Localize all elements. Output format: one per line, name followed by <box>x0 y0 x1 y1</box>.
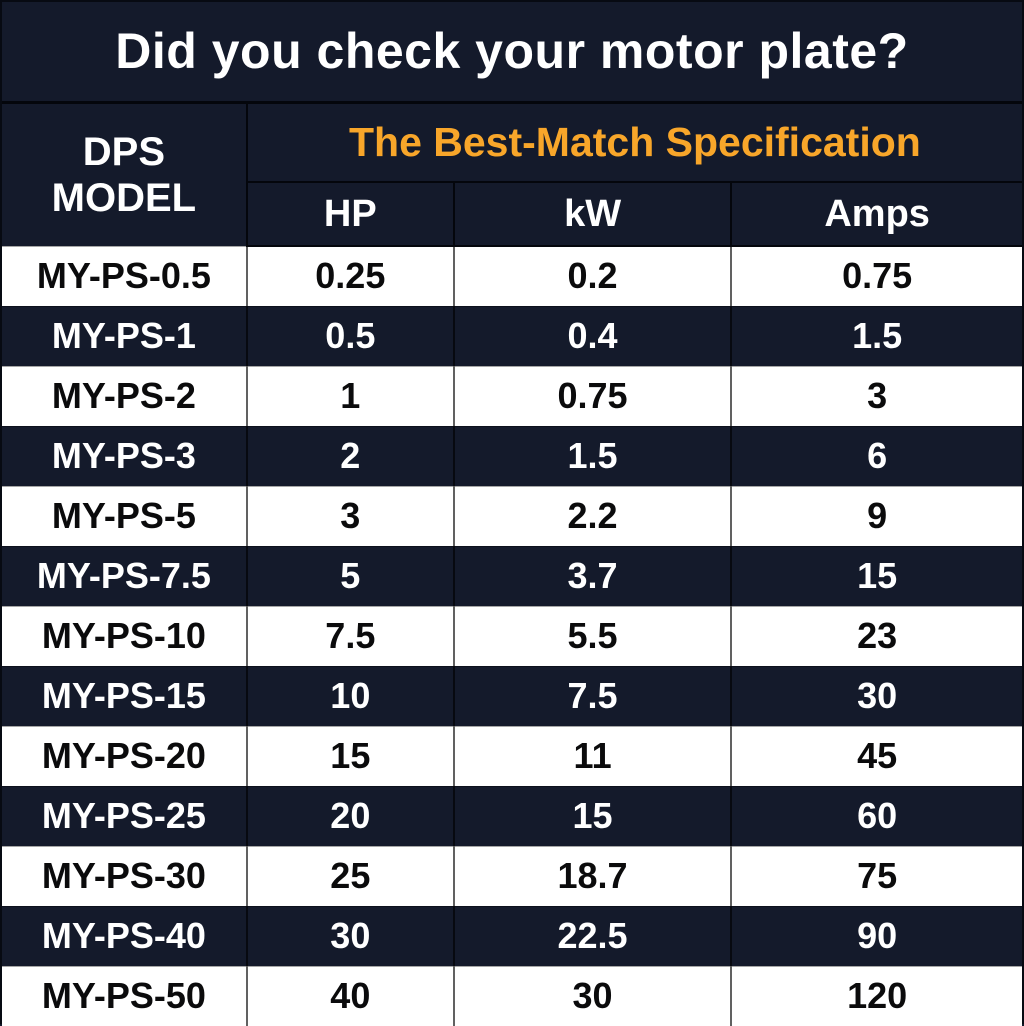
table-row: MY-PS-30 25 18.7 75 <box>2 845 1022 906</box>
kw-cell: 11 <box>452 725 732 786</box>
model-cell: MY-PS-20 <box>2 725 247 786</box>
kw-cell: 18.7 <box>452 845 732 906</box>
amps-cell: 75 <box>730 845 1022 906</box>
hp-cell: 5 <box>245 545 454 606</box>
group-header-best-match-specification: The Best-Match Specification <box>246 102 1022 183</box>
column-header-kw: kW <box>452 182 732 247</box>
hp-cell: 0.5 <box>245 305 454 366</box>
amps-cell: 120 <box>730 965 1022 1026</box>
kw-cell: 3.7 <box>452 545 732 606</box>
amps-cell: 23 <box>730 605 1022 666</box>
table-row: MY-PS-3 2 1.5 6 <box>2 425 1022 486</box>
column-header-amps: Amps <box>730 182 1022 247</box>
hp-cell: 1 <box>245 365 454 426</box>
amps-cell: 30 <box>730 665 1022 726</box>
amps-cell: 3 <box>730 365 1022 426</box>
table-row: MY-PS-1 0.5 0.4 1.5 <box>2 305 1022 366</box>
hp-cell: 3 <box>245 485 454 546</box>
model-cell: MY-PS-15 <box>2 665 247 726</box>
model-cell: MY-PS-0.5 <box>2 245 247 306</box>
table-row: MY-PS-20 15 11 45 <box>2 725 1022 786</box>
hp-cell: 30 <box>245 905 454 966</box>
hp-cell: 25 <box>245 845 454 906</box>
kw-cell: 5.5 <box>452 605 732 666</box>
poster-title: Did you check your motor plate? <box>2 2 1022 104</box>
table-row: MY-PS-2 1 0.75 3 <box>2 365 1022 426</box>
hp-cell: 15 <box>245 725 454 786</box>
model-cell: MY-PS-40 <box>2 905 247 966</box>
table-row: MY-PS-5 3 2.2 9 <box>2 485 1022 546</box>
kw-cell: 22.5 <box>452 905 732 966</box>
amps-cell: 1.5 <box>730 305 1022 366</box>
column-header-hp: HP <box>246 182 454 247</box>
kw-cell: 0.4 <box>452 305 732 366</box>
model-cell: MY-PS-2 <box>2 365 247 426</box>
hp-cell: 20 <box>245 785 454 846</box>
kw-cell: 2.2 <box>452 485 732 546</box>
table-row: MY-PS-25 20 15 60 <box>2 785 1022 846</box>
amps-cell: 45 <box>730 725 1022 786</box>
kw-cell: 7.5 <box>452 665 732 726</box>
spec-table-body: MY-PS-0.5 0.25 0.2 0.75 MY-PS-1 0.5 0.4 1.5 MY-P… <box>2 245 1022 1026</box>
kw-cell: 0.75 <box>452 365 732 426</box>
amps-cell: 9 <box>730 485 1022 546</box>
table-row: MY-PS-0.5 0.25 0.2 0.75 <box>2 245 1022 306</box>
table-row: MY-PS-40 30 22.5 90 <box>2 905 1022 966</box>
model-cell: MY-PS-30 <box>2 845 247 906</box>
model-cell: MY-PS-3 <box>2 425 247 486</box>
hp-cell: 2 <box>245 425 454 486</box>
column-header-dps-model: DPS MODEL <box>2 102 248 246</box>
amps-cell: 6 <box>730 425 1022 486</box>
kw-cell: 30 <box>452 965 732 1026</box>
hp-cell: 10 <box>245 665 454 726</box>
hp-cell: 7.5 <box>245 605 454 666</box>
model-cell: MY-PS-1 <box>2 305 247 366</box>
model-cell: MY-PS-7.5 <box>2 545 247 606</box>
amps-cell: 15 <box>730 545 1022 606</box>
table-row: MY-PS-10 7.5 5.5 23 <box>2 605 1022 666</box>
model-cell: MY-PS-50 <box>2 965 247 1026</box>
table-row: MY-PS-15 10 7.5 30 <box>2 665 1022 726</box>
model-cell: MY-PS-10 <box>2 605 247 666</box>
model-cell: MY-PS-25 <box>2 785 247 846</box>
amps-cell: 0.75 <box>730 245 1022 306</box>
hp-cell: 0.25 <box>245 245 454 306</box>
kw-cell: 15 <box>452 785 732 846</box>
amps-cell: 60 <box>730 785 1022 846</box>
amps-cell: 90 <box>730 905 1022 966</box>
table-row: MY-PS-7.5 5 3.7 15 <box>2 545 1022 606</box>
table-row: MY-PS-50 40 30 120 <box>2 965 1022 1026</box>
model-cell: MY-PS-5 <box>2 485 247 546</box>
hp-cell: 40 <box>245 965 454 1026</box>
kw-cell: 0.2 <box>452 245 732 306</box>
kw-cell: 1.5 <box>452 425 732 486</box>
